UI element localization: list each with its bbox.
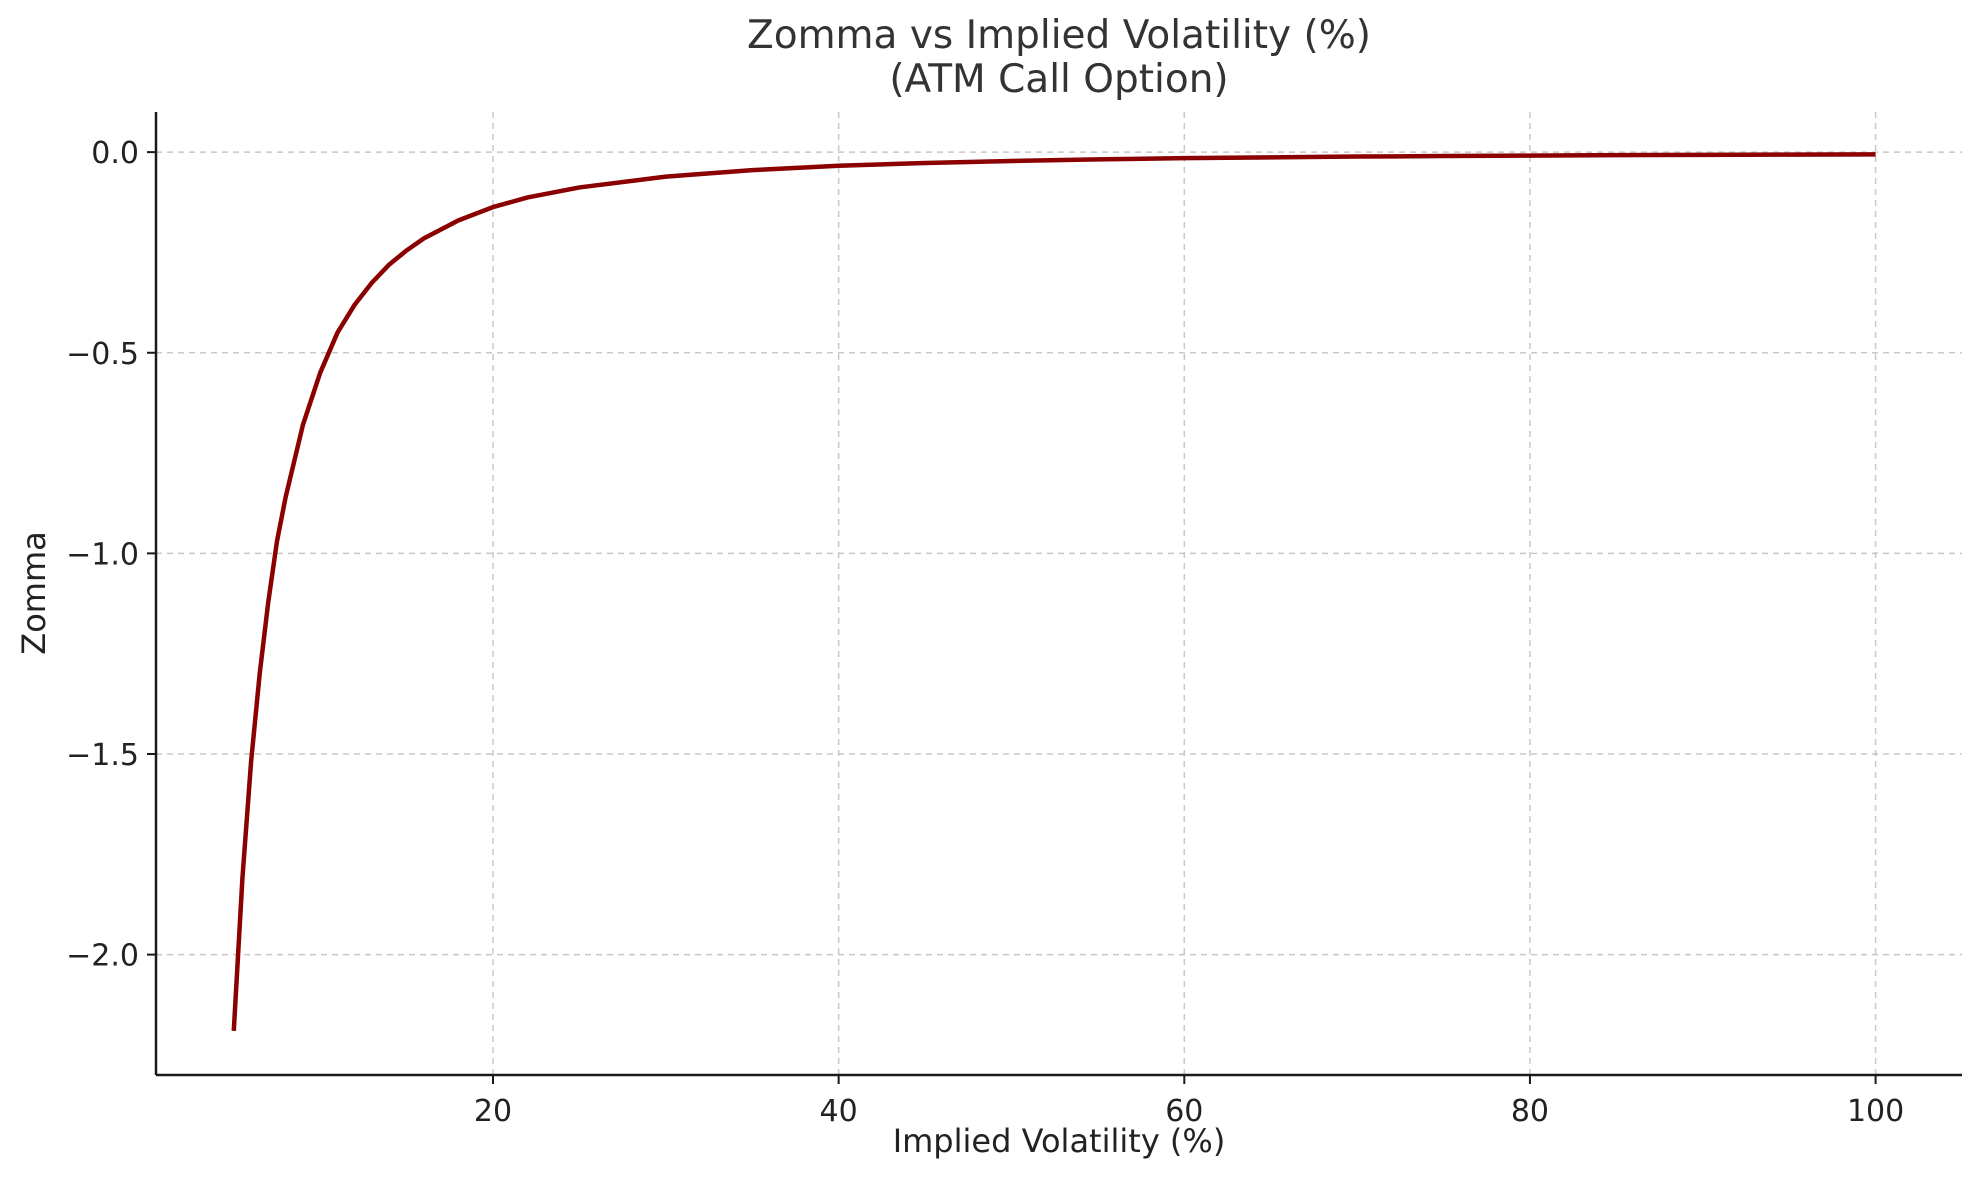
chart-subtitle: (ATM Call Option) [889,57,1228,102]
series-layer [231,152,1876,1031]
x-tick-label: 100 [1847,1094,1904,1129]
y-tick-label: 0.0 [91,136,139,171]
x-axis-label: Implied Volatility (%) [893,1122,1226,1160]
y-axis-label: Zomma [15,531,53,654]
chart-title: Zomma vs Implied Volatility (%) [747,13,1371,58]
zomma-series-line [231,152,1876,1031]
x-tick-label: 20 [474,1094,512,1129]
axis-layer: 20 40 60 80 100 0.0 −0.5 −1.0 −1.5 −2.0 [66,112,1962,1129]
y-tick-label: −0.5 [66,337,139,372]
y-tick-label: −1.5 [66,738,139,773]
x-tick-label: 60 [1165,1094,1203,1129]
grid-layer [156,112,1962,1075]
y-tick-label: −2.0 [66,939,139,974]
text-layer: Zomma vs Implied Volatility (%) (ATM Cal… [15,13,1371,1160]
y-tick-label: −1.0 [66,537,139,572]
x-tick-label: 40 [820,1094,858,1129]
x-tick-label: 80 [1511,1094,1549,1129]
